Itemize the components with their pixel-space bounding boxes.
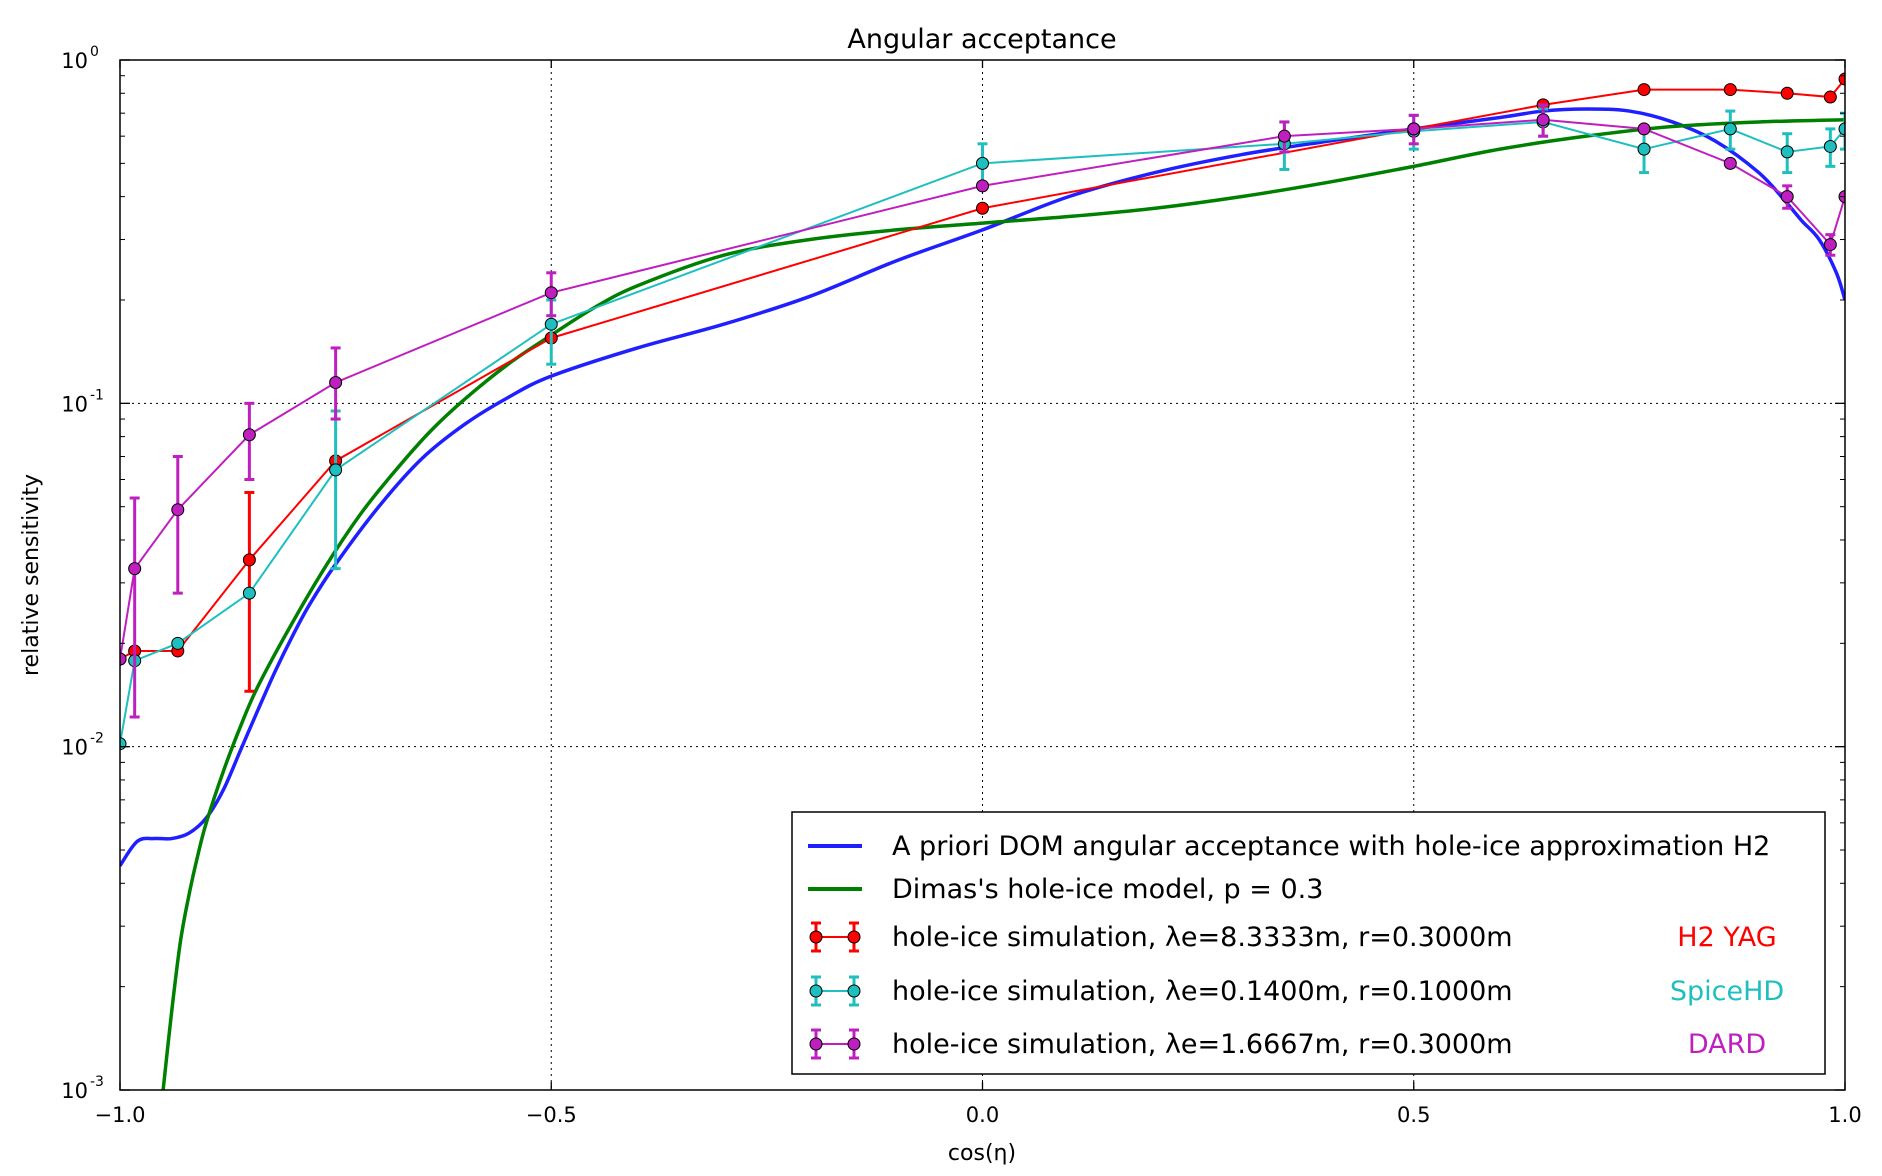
legend-label: hole-ice simulation, λe=8.3333m, r=0.300…	[892, 922, 1513, 953]
dard-line	[120, 118, 1845, 660]
y-tick-label-base: 10	[61, 392, 88, 416]
y-tick-label-group: 10 0	[61, 44, 99, 73]
legend-label: hole-ice simulation, λe=0.1400m, r=0.100…	[892, 976, 1513, 1007]
legend-swatch-marker	[809, 930, 823, 944]
legend: A priori DOM angular acceptance with hol…	[791, 811, 1826, 1075]
legend-swatch-marker	[809, 1037, 823, 1051]
x-tick-label: 1.0	[1828, 1103, 1861, 1127]
y-tick-label-exponent: -3	[90, 1074, 104, 1090]
legend-box	[791, 811, 1826, 1075]
legend-label: Dimas's hole-ice model, p = 0.3	[892, 874, 1323, 905]
spicehd-data-point	[171, 636, 185, 650]
spicehd-data-point	[329, 463, 343, 477]
x-tick-label: −0.5	[526, 1103, 577, 1127]
x-tick-label: 0.5	[1397, 1103, 1430, 1127]
y-tick-label-exponent: -1	[90, 387, 104, 403]
x-tick-label: −1.0	[95, 1103, 146, 1127]
y-tick-label-group: 10 -1	[61, 387, 104, 416]
x-tick-label: 0.0	[966, 1103, 999, 1127]
legend-swatch-marker	[809, 984, 823, 998]
legend-label: A priori DOM angular acceptance with hol…	[892, 831, 1770, 862]
spicehd-data-point	[544, 317, 558, 331]
dard-data-point	[1637, 122, 1651, 136]
dard-data-point	[171, 503, 185, 517]
legend-tag: SpiceHD	[1670, 976, 1784, 1007]
dard-data-point	[120, 652, 127, 666]
spicehd-data-point	[976, 156, 989, 170]
curve-dimas-hole-ice-model	[161, 117, 1845, 1090]
h2-yag-data-point	[976, 201, 989, 215]
spicehd-data-point	[1723, 122, 1737, 136]
dard-data-point	[128, 562, 142, 576]
dard-data-point	[1823, 238, 1837, 252]
h2-yag-data-point	[242, 553, 256, 567]
dard-data-point	[1277, 129, 1291, 143]
dard-data-point	[1536, 113, 1550, 127]
y-tick-label-base: 10	[61, 736, 88, 760]
y-tick-label-base: 10	[61, 49, 88, 73]
spicehd-data-point	[242, 586, 256, 600]
y-axis-label: relative sensitivity	[19, 474, 44, 676]
legend-tag: DARD	[1688, 1029, 1766, 1060]
plot-layer	[120, 72, 1845, 1090]
legend-swatch-marker	[847, 1037, 861, 1051]
y-tick-label-base: 10	[61, 1079, 88, 1103]
spicehd-data-point	[1838, 122, 1845, 136]
y-tick-label-exponent: -2	[90, 731, 104, 747]
chart-title: Angular acceptance	[847, 24, 1116, 55]
legend-label: hole-ice simulation, λe=1.6667m, r=0.300…	[892, 1029, 1513, 1060]
y-tick-label-exponent: 0	[90, 44, 99, 60]
spicehd-data-point	[1780, 145, 1794, 159]
h2-yag-data-point	[1823, 90, 1837, 104]
curve-a-priori-dom-acceptance	[120, 107, 1845, 867]
y-tick-label-group: 10 -2	[61, 731, 104, 760]
spicehd-data-point	[1823, 139, 1837, 153]
x-axis-label: cos(η)	[948, 1141, 1016, 1166]
y-tick-label-group: 10 -3	[61, 1074, 104, 1103]
dard-data-point	[1407, 122, 1421, 136]
dard-data-point	[544, 286, 558, 300]
h2-yag-data-point	[1637, 83, 1651, 97]
dard-data-point	[976, 179, 989, 193]
dard-data-point	[242, 428, 256, 442]
dard-data-point	[1780, 190, 1794, 204]
legend-swatch-marker	[847, 984, 861, 998]
legend-tag: H2 YAG	[1677, 922, 1776, 953]
h2-yag-data-point	[1780, 86, 1794, 100]
h2-yag-data-point	[1723, 83, 1737, 97]
legend-swatch-marker	[847, 930, 861, 944]
dard-data-point	[329, 375, 343, 389]
dard-data-point	[1723, 156, 1737, 170]
spicehd-data-point	[1637, 142, 1651, 156]
